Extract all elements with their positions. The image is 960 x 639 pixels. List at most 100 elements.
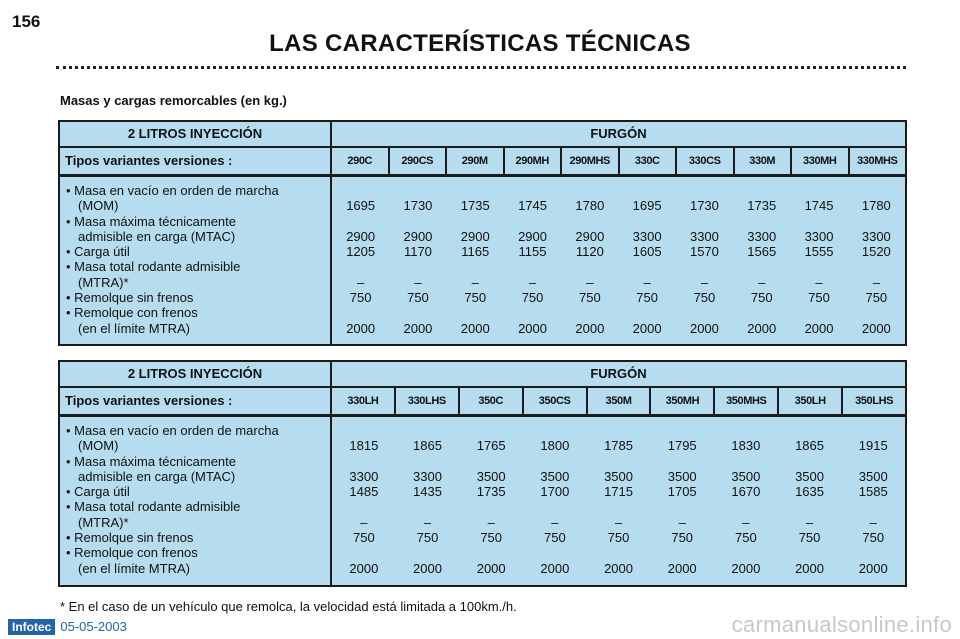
- table-cell: 3500: [476, 468, 506, 484]
- table-cell: 1165: [461, 244, 490, 260]
- table-cell: –: [551, 514, 559, 530]
- spacer: [504, 214, 561, 229]
- table-cell: 2000: [689, 320, 719, 336]
- version-header-290c: 290C: [330, 148, 388, 174]
- table-cell: 750: [544, 530, 566, 546]
- row-label: (en el límite MTRA): [78, 320, 190, 336]
- row-label: (MTRA)*: [78, 274, 129, 290]
- row-label: (MOM): [78, 198, 119, 214]
- spacer: [587, 545, 651, 560]
- table-cell: 1745: [804, 198, 834, 214]
- spacer: [778, 499, 842, 514]
- table-cell: 750: [735, 530, 757, 546]
- table-cell: 750: [480, 530, 503, 546]
- spacer: [561, 305, 618, 320]
- section-subtitle: Masas y cargas remorcables (en kg.): [60, 93, 287, 108]
- spacer: [676, 183, 733, 198]
- spacer: [332, 259, 389, 274]
- table-cell: 1565: [747, 244, 777, 260]
- table-cell: 1865: [413, 438, 442, 454]
- table-cell: –: [758, 274, 766, 290]
- watermark: carmanualsonline.info: [731, 612, 952, 637]
- table-cell: 3500: [667, 468, 697, 484]
- table-cell: 1170: [403, 244, 432, 260]
- table-cell: 1780: [861, 198, 891, 214]
- version-header-350mh: 350MH: [649, 388, 713, 414]
- table-cell: –: [869, 514, 877, 530]
- versions-label: Tipos variantes versiones :: [65, 153, 233, 168]
- table-cell: –: [360, 514, 368, 530]
- table-cell: 1830: [731, 438, 761, 454]
- row-label: (en el límite MTRA): [78, 560, 190, 576]
- table-cell: 1670: [731, 484, 761, 500]
- column-divider: [330, 417, 332, 585]
- table-cell: 1570: [689, 244, 719, 260]
- table-cell: 1730: [689, 198, 719, 214]
- spacer: [396, 499, 460, 514]
- table-cell: 750: [693, 290, 716, 306]
- engine-label: 2 LITROS INYECCIÓN: [60, 362, 332, 386]
- table-cell: 750: [464, 290, 487, 306]
- spec-table-1: 2 LITROS INYECCIÓN FURGÓN Tipos variante…: [58, 120, 907, 346]
- spacer: [778, 454, 842, 469]
- table-cell: –: [805, 514, 814, 530]
- version-header-330cs: 330CS: [675, 148, 733, 174]
- spacer: [523, 545, 587, 560]
- body-type-label: FURGÓN: [590, 366, 647, 381]
- table-cell: 2000: [575, 320, 605, 336]
- table-cell: 1155: [518, 244, 547, 260]
- table-cell: 3500: [795, 468, 824, 484]
- version-header-350cs: 350CS: [521, 388, 586, 414]
- table-cell: 750: [862, 530, 885, 546]
- spacer: [504, 305, 561, 320]
- versions-cells: 290C 290CS 290M 290MH 290MHS 330C 330CS 330M 330…: [330, 148, 905, 174]
- data-column: 1765 3500 1735 –750 2000: [459, 423, 523, 585]
- table-cell: –: [643, 274, 651, 290]
- table-cell: 750: [416, 530, 439, 546]
- table-cell: 2900: [518, 228, 547, 244]
- data-column: 1745 2900 1155 –750 2000: [504, 183, 561, 344]
- spacer: [459, 545, 523, 560]
- data-column: 1695 3300 1605 –750 2000: [618, 183, 675, 344]
- data-column: 1780 3300 1520 –750 2000: [848, 183, 905, 344]
- row-label: • Masa total rodante admisible: [66, 259, 241, 275]
- spacer: [714, 499, 778, 514]
- spacer: [447, 259, 504, 274]
- table-cell: 1585: [858, 484, 888, 500]
- spacer: [561, 183, 618, 198]
- row-label: (MOM): [78, 438, 119, 454]
- versions-row: Tipos variantes versiones : 330LH 330LHS 3…: [60, 388, 905, 417]
- table-cell: 3300: [861, 228, 891, 244]
- spacer: [618, 214, 675, 229]
- table-cell: 2000: [349, 560, 379, 576]
- table-header: 2 LITROS INYECCIÓN FURGÓN: [60, 122, 905, 148]
- data-column: 1865 3500 1635 –750 2000: [778, 423, 842, 585]
- spacer: [650, 545, 714, 560]
- spec-table-2: 2 LITROS INYECCIÓN FURGÓN Tipos variante…: [58, 360, 907, 587]
- table-cell: –: [423, 514, 432, 530]
- page-number: 156: [12, 12, 41, 31]
- spacer: [459, 423, 523, 438]
- data-column: 1695 2900 1205 –750 2000: [332, 183, 389, 344]
- table-body: • Masa en vacío en orden de marcha (MOM) •…: [60, 417, 905, 585]
- table-cell: 1780: [575, 198, 605, 214]
- version-header-290cs: 290CS: [387, 148, 446, 174]
- version-header-350mhs: 350MHS: [713, 388, 777, 414]
- data-column: 1865 3300 1435 –750 2000: [396, 423, 460, 585]
- spacer: [332, 305, 389, 320]
- spacer: [841, 545, 905, 560]
- table-cell: –: [742, 514, 750, 530]
- table-cell: 1915: [858, 438, 888, 454]
- table-cell: 2000: [667, 560, 697, 576]
- row-labels: • Masa en vacío en orden de marcha (MOM) •…: [66, 423, 279, 576]
- table-cell: 1715: [604, 484, 633, 500]
- spacer: [332, 214, 389, 229]
- table-cell: 2900: [403, 228, 433, 244]
- table-cell: 750: [349, 290, 372, 306]
- table-cell: 2000: [861, 320, 891, 336]
- table-cell: 2900: [346, 228, 376, 244]
- versions-cells: 330LH 330LHS 350C 350CS 350M 350MH 350MHS 350LH…: [330, 388, 905, 414]
- data-column: 1830 3500 1670 –750 2000: [714, 423, 778, 585]
- table-cell: 1730: [403, 198, 433, 214]
- column-divider: [330, 177, 332, 344]
